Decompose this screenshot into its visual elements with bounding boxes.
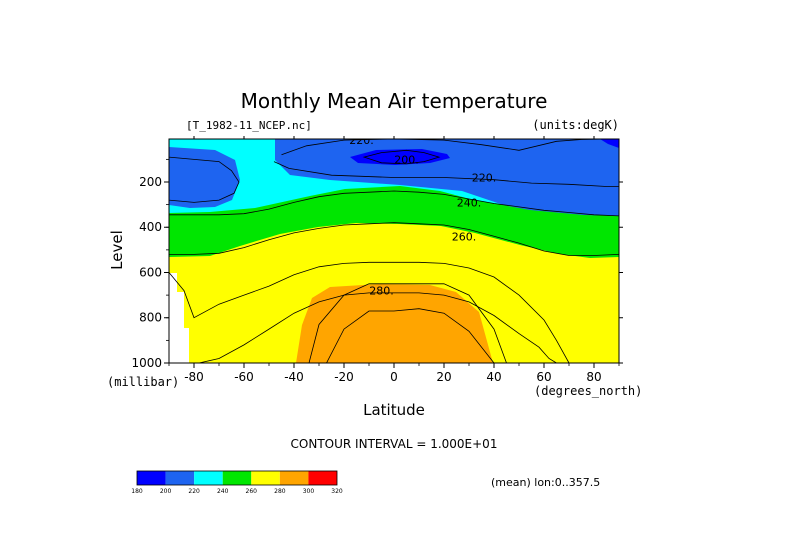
- color-bar-label: 240: [217, 488, 229, 495]
- missing-data-topography: [184, 328, 189, 363]
- averaging-text: (mean) lon:0..357.5: [491, 476, 600, 489]
- y-tick-label: 1000: [131, 356, 162, 370]
- y-tick-label: 200: [139, 175, 162, 189]
- fill-band-280-290: [296, 284, 493, 363]
- contour-line-285: [326, 308, 495, 363]
- contour-interval-text: CONTOUR INTERVAL = 1.000E+01: [291, 437, 498, 451]
- x-tick-label: 20: [436, 370, 451, 384]
- color-bar-label: 200: [160, 488, 172, 495]
- contour-label: 260.: [452, 230, 477, 243]
- contour-label: 240.: [457, 196, 482, 209]
- missing-data-topography: [177, 292, 184, 363]
- y-axis-title: Level: [108, 230, 126, 270]
- x-tick-label: 60: [536, 370, 551, 384]
- x-tick-label: 0: [390, 370, 398, 384]
- contour-labels: 220. 200. 220. 240. 260. 280.: [349, 134, 497, 298]
- color-bar-label: 280: [274, 488, 286, 495]
- color-bar-label: 320: [331, 488, 343, 495]
- filled-contours: 220. 200. 220. 240. 260. 280.: [169, 134, 619, 363]
- color-bar: 180 200 220 240 260 280 300 320: [131, 470, 343, 495]
- color-bar-swatch: [222, 471, 252, 485]
- source-file-label: [T_1982-11_NCEP.nc]: [186, 119, 312, 132]
- color-bar-swatch: [165, 471, 195, 485]
- missing-data-topography: [169, 273, 177, 363]
- contour-line-280: [169, 261, 619, 363]
- contour-lines: [169, 139, 619, 363]
- chart-title: Monthly Mean Air temperature: [241, 89, 548, 113]
- y-tick-label: 400: [139, 220, 162, 234]
- x-units-label: (degrees_north): [534, 384, 642, 398]
- x-tick-label: 80: [586, 370, 601, 384]
- color-bar-label: 180: [131, 488, 143, 495]
- color-bar-frame: [136, 470, 338, 486]
- color-bar-swatch: [251, 471, 280, 485]
- color-bar-label: 300: [303, 488, 315, 495]
- color-bar-swatch: [308, 471, 337, 485]
- contour-line-220: [273, 161, 619, 187]
- fill-band-180-200-corner: [600, 139, 619, 148]
- color-bar-swatch: [279, 471, 309, 485]
- contour-label: 200.: [394, 153, 419, 166]
- contour-line-220: [169, 156, 240, 203]
- x-tick-label: 40: [486, 370, 501, 384]
- y-tick-label: 800: [139, 311, 162, 325]
- units-label: (units:degK): [532, 118, 619, 132]
- x-tick-label: -40: [284, 370, 304, 384]
- y-units-label: (millibar): [107, 375, 179, 389]
- x-tick-label: -60: [234, 370, 254, 384]
- contour-line-290: [198, 292, 557, 363]
- color-bar-label: 220: [188, 488, 200, 495]
- contour-label: 220.: [472, 171, 497, 184]
- contour-label: 220.: [349, 134, 374, 147]
- color-bar-swatch: [194, 471, 223, 485]
- color-bar-swatch: [137, 471, 166, 485]
- x-axis: -80 -60 -40 -20 0 20 40 60 80: [168, 136, 620, 384]
- y-axis: 200 400 600 800 1000: [131, 158, 623, 370]
- x-tick-label: -80: [184, 370, 204, 384]
- contour-line-260: [169, 222, 619, 256]
- y-tick-label: 600: [139, 265, 162, 279]
- x-tick-label: -20: [334, 370, 354, 384]
- contour-label: 280.: [369, 285, 394, 298]
- contour-line-240: [169, 190, 619, 217]
- contour-line-280: [308, 283, 507, 363]
- contour-line-200: [362, 149, 441, 165]
- x-axis-title: Latitude: [363, 401, 425, 419]
- fill-band-200-220-southern-cap: [169, 147, 240, 208]
- color-bar-label: 260: [246, 488, 258, 495]
